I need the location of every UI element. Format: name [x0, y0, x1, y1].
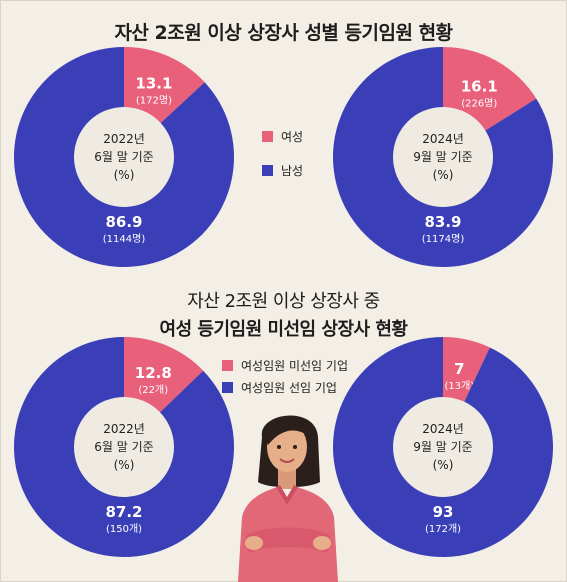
pie-2-center-label-0: 2022년	[103, 422, 145, 436]
bottom-title-line2: 여성 등기임원 미선임 상장사 현황	[159, 319, 408, 340]
legend-label-not-appointed: 여성임원 미선임 기업	[241, 358, 348, 373]
pie-0-center-label-2: (%)	[114, 168, 135, 182]
top-title-emphasis: 성별 등기임원 현황	[304, 22, 453, 44]
legend-swatch-appointed	[222, 381, 233, 393]
pie-0-center	[74, 107, 174, 207]
pie-1-sub-label-1: (1174명)	[422, 233, 465, 245]
legend-item-male: 남성	[262, 159, 303, 181]
legend-item-appointed: 여성임원 선임 기업	[222, 376, 348, 398]
legend-swatch-female	[262, 130, 273, 142]
pie-0-center-label-0: 2022년	[103, 132, 145, 146]
legend-appointment: 여성임원 미선임 기업 여성임원 선임 기업	[222, 354, 348, 398]
top-title: 자산 2조원 이상 상장사 성별 등기임원 현황	[0, 18, 567, 45]
legend-swatch-male	[262, 164, 273, 176]
woman-illustration	[238, 415, 338, 582]
pie-1-center-label-2: (%)	[433, 168, 454, 182]
pie-3-center	[393, 397, 493, 497]
hand-right	[313, 536, 331, 550]
pie-3-sub-label-1: (172개)	[425, 523, 461, 535]
pie-2-sub-label-0: (22개)	[138, 384, 168, 396]
hand-left	[245, 536, 263, 550]
eye-left	[277, 445, 281, 449]
top-title-prefix: 자산 2조원 이상 상장사	[114, 22, 305, 44]
legend-label-male: 남성	[281, 163, 304, 178]
hair-front	[266, 420, 310, 445]
pie-3-value-label-0: 7	[454, 360, 464, 378]
pie-3-center-label-2: (%)	[433, 458, 454, 472]
pie-1-center	[393, 107, 493, 207]
pie-0-sub-label-0: (172명)	[136, 94, 172, 106]
bottom-title-line1: 자산 2조원 이상 상장사 중	[187, 291, 380, 312]
pie-3-value-label-1: 93	[433, 503, 454, 521]
pie-0-sub-label-1: (1144명)	[103, 233, 146, 245]
pie-0-value-label-1: 86.9	[105, 213, 142, 231]
pie-1-sub-label-0: (226명)	[461, 98, 497, 110]
pie-2-sub-label-1: (150개)	[106, 523, 142, 535]
pie-3-center-label-1: 9월 말 기준	[413, 440, 472, 454]
legend-item-not-appointed: 여성임원 미선임 기업	[222, 354, 348, 376]
legend-item-female: 여성	[262, 125, 303, 147]
pie-1-value-label-1: 83.9	[424, 213, 461, 231]
pie-2-center	[74, 397, 174, 497]
pie-0-value-label-0: 13.1	[135, 74, 172, 92]
eye-right	[293, 445, 297, 449]
pie-2-value-label-1: 87.2	[105, 503, 142, 521]
legend-gender: 여성 남성	[262, 125, 303, 181]
pie-2-value-label-0: 12.8	[135, 364, 172, 382]
collar	[276, 485, 298, 505]
pie-1-value-label-0: 16.1	[461, 78, 498, 96]
legend-label-appointed: 여성임원 선임 기업	[241, 380, 337, 395]
pie-2-center-label-2: (%)	[114, 458, 135, 472]
legend-swatch-not-appointed	[222, 359, 233, 371]
legend-label-female: 여성	[281, 129, 304, 144]
pie-1-center-label-0: 2024년	[422, 132, 464, 146]
pie-3-center-label-0: 2024년	[422, 422, 464, 436]
neck	[278, 469, 296, 489]
smile	[279, 458, 295, 463]
pie-0-center-label-1: 6월 말 기준	[94, 150, 153, 164]
pie-3-sub-label-0: (13개)	[444, 380, 474, 392]
pie-2-center-label-1: 6월 말 기준	[94, 440, 153, 454]
pie-1-center-label-1: 9월 말 기준	[413, 150, 472, 164]
crossed-arms	[246, 527, 330, 553]
